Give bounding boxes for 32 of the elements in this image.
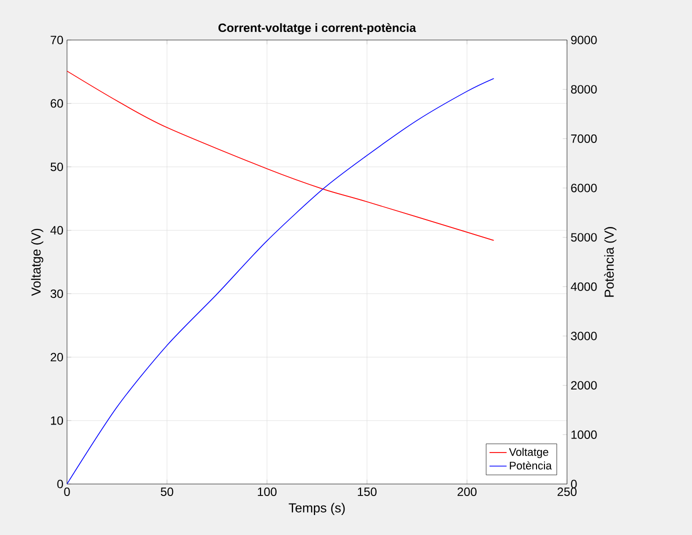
x-tick-label: 100 (258, 488, 277, 496)
y2-tick-label: 1000 (571, 430, 597, 439)
x-tick-label: 0 (64, 488, 70, 496)
y-tick-label: 40 (50, 226, 64, 235)
y-tick-label: 60 (50, 99, 64, 108)
x-tick-label: 150 (358, 488, 377, 496)
y2-tick-label: 8000 (571, 85, 597, 94)
y2-tick-label: 4000 (570, 282, 597, 291)
y2-axis-title: Potència (V) (604, 227, 616, 297)
legend-label: Voltatge (509, 448, 548, 458)
y-tick-label: 70 (50, 36, 64, 44)
y-tick-label: 0 (57, 480, 64, 488)
x-tick-label: 200 (458, 488, 477, 496)
chart-title: Corrent-voltatge i corrent-potència (218, 23, 416, 34)
line-series (67, 78, 494, 484)
y2-tick-label: 3000 (570, 332, 597, 340)
y2-tick-label: 5000 (571, 233, 597, 242)
line-series (67, 70, 494, 241)
y-axis-title: Voltatge (V) (31, 228, 44, 296)
y-tick-label: 10 (51, 416, 64, 425)
x-axis-title: Temps (s) (288, 502, 345, 516)
x-tick-label: 50 (160, 488, 174, 496)
y-tick-label: 20 (50, 352, 64, 362)
y2-tick-label: 7000 (571, 134, 597, 143)
y2-tick-label: 0 (571, 480, 577, 488)
y2-tick-label: 9000 (571, 36, 597, 44)
y2-tick-label: 2000 (571, 381, 597, 390)
y-tick-label: 30 (50, 289, 64, 298)
x-tick-label: 250 (558, 488, 577, 496)
legend-label: Potència (510, 461, 552, 470)
y-tick-label: 50 (50, 162, 64, 172)
y2-tick-label: 6000 (571, 184, 597, 192)
